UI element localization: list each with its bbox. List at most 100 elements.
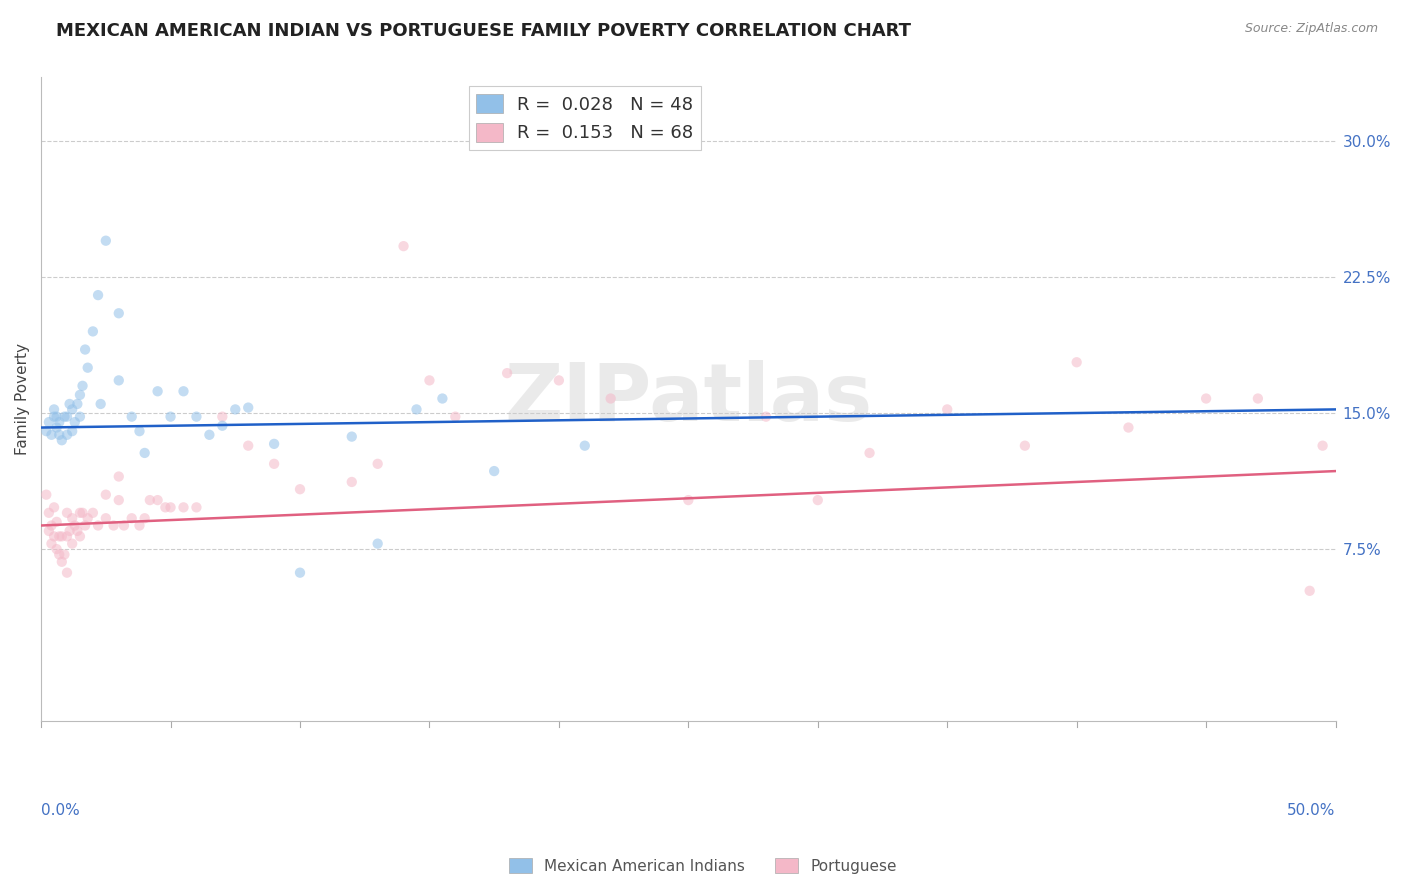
Point (51, 529, 73, 543)
Point (45, 420, 67, 434)
Point (60, 511, 83, 525)
Point (263, 437, 285, 451)
Point (548, 373, 571, 387)
Point (1247, 392, 1270, 406)
Point (48, 529, 70, 543)
Point (45, 409, 67, 424)
Point (432, 392, 454, 406)
Point (103, 518, 125, 533)
Point (94, 488, 117, 502)
Point (159, 500, 181, 515)
Point (1312, 439, 1334, 453)
Point (121, 409, 143, 424)
Point (238, 439, 260, 453)
Text: 50.0%: 50.0% (1286, 803, 1336, 818)
Text: Source: ZipAtlas.com: Source: ZipAtlas.com (1244, 22, 1378, 36)
Point (107, 306, 129, 320)
Point (56, 529, 79, 543)
Point (82, 506, 104, 520)
Point (56, 427, 79, 442)
Point (60, 424, 83, 438)
Point (45, 542, 67, 557)
Point (405, 402, 427, 417)
Point (41, 427, 63, 442)
Point (48, 548, 70, 562)
Point (186, 409, 208, 424)
Point (128, 518, 150, 533)
Point (173, 384, 195, 399)
Point (87, 288, 110, 302)
Point (1195, 392, 1218, 406)
Point (340, 429, 363, 443)
Point (75, 343, 97, 357)
Point (56, 566, 79, 580)
Point (75, 518, 97, 533)
Point (69, 529, 91, 543)
Point (72, 379, 94, 393)
Point (599, 392, 621, 406)
Point (72, 506, 94, 520)
Text: ZIPatlas: ZIPatlas (505, 360, 873, 439)
Point (1014, 439, 1036, 453)
Point (38, 415, 60, 429)
Point (66, 524, 89, 538)
Point (755, 409, 778, 424)
Point (35, 488, 58, 502)
Point (211, 409, 233, 424)
Point (60, 536, 83, 550)
Point (936, 402, 959, 417)
Point (155, 500, 177, 515)
Point (224, 402, 246, 417)
Point (238, 401, 260, 415)
Point (121, 511, 143, 525)
Point (678, 493, 700, 508)
Point (107, 373, 129, 387)
Point (42, 500, 65, 515)
Point (90, 397, 112, 411)
Point (134, 446, 156, 460)
Point (1118, 420, 1140, 434)
Point (66, 397, 89, 411)
Point (63, 518, 86, 533)
Text: 0.0%: 0.0% (41, 803, 80, 818)
Point (51, 434, 73, 448)
Point (53, 409, 76, 424)
Point (858, 446, 880, 460)
Point (76, 360, 98, 375)
Point (496, 366, 519, 380)
Point (367, 457, 389, 471)
Point (48, 415, 70, 429)
Point (69, 409, 91, 424)
Point (146, 493, 169, 508)
Point (53, 548, 76, 562)
Point (211, 418, 233, 433)
Point (139, 493, 162, 508)
Point (444, 409, 467, 424)
Point (42, 529, 65, 543)
Point (38, 506, 60, 520)
Point (482, 464, 505, 478)
Point (60, 402, 83, 417)
Point (76, 511, 98, 525)
Point (128, 424, 150, 438)
Point (134, 511, 156, 525)
Legend: Mexican American Indians, Portuguese: Mexican American Indians, Portuguese (503, 852, 903, 880)
Point (38, 524, 60, 538)
Y-axis label: Family Poverty: Family Poverty (15, 343, 30, 456)
Point (807, 493, 830, 508)
Point (146, 384, 169, 399)
Point (41, 536, 63, 550)
Point (45, 515, 67, 529)
Point (263, 457, 285, 471)
Point (107, 469, 129, 483)
Point (288, 566, 311, 580)
Legend: R =  0.028   N = 48, R =  0.153   N = 68: R = 0.028 N = 48, R = 0.153 N = 68 (468, 87, 700, 150)
Point (159, 409, 181, 424)
Point (82, 325, 104, 339)
Point (186, 500, 208, 515)
Point (418, 373, 440, 387)
Point (94, 234, 117, 248)
Point (107, 493, 129, 508)
Point (58, 524, 80, 538)
Point (42, 409, 65, 424)
